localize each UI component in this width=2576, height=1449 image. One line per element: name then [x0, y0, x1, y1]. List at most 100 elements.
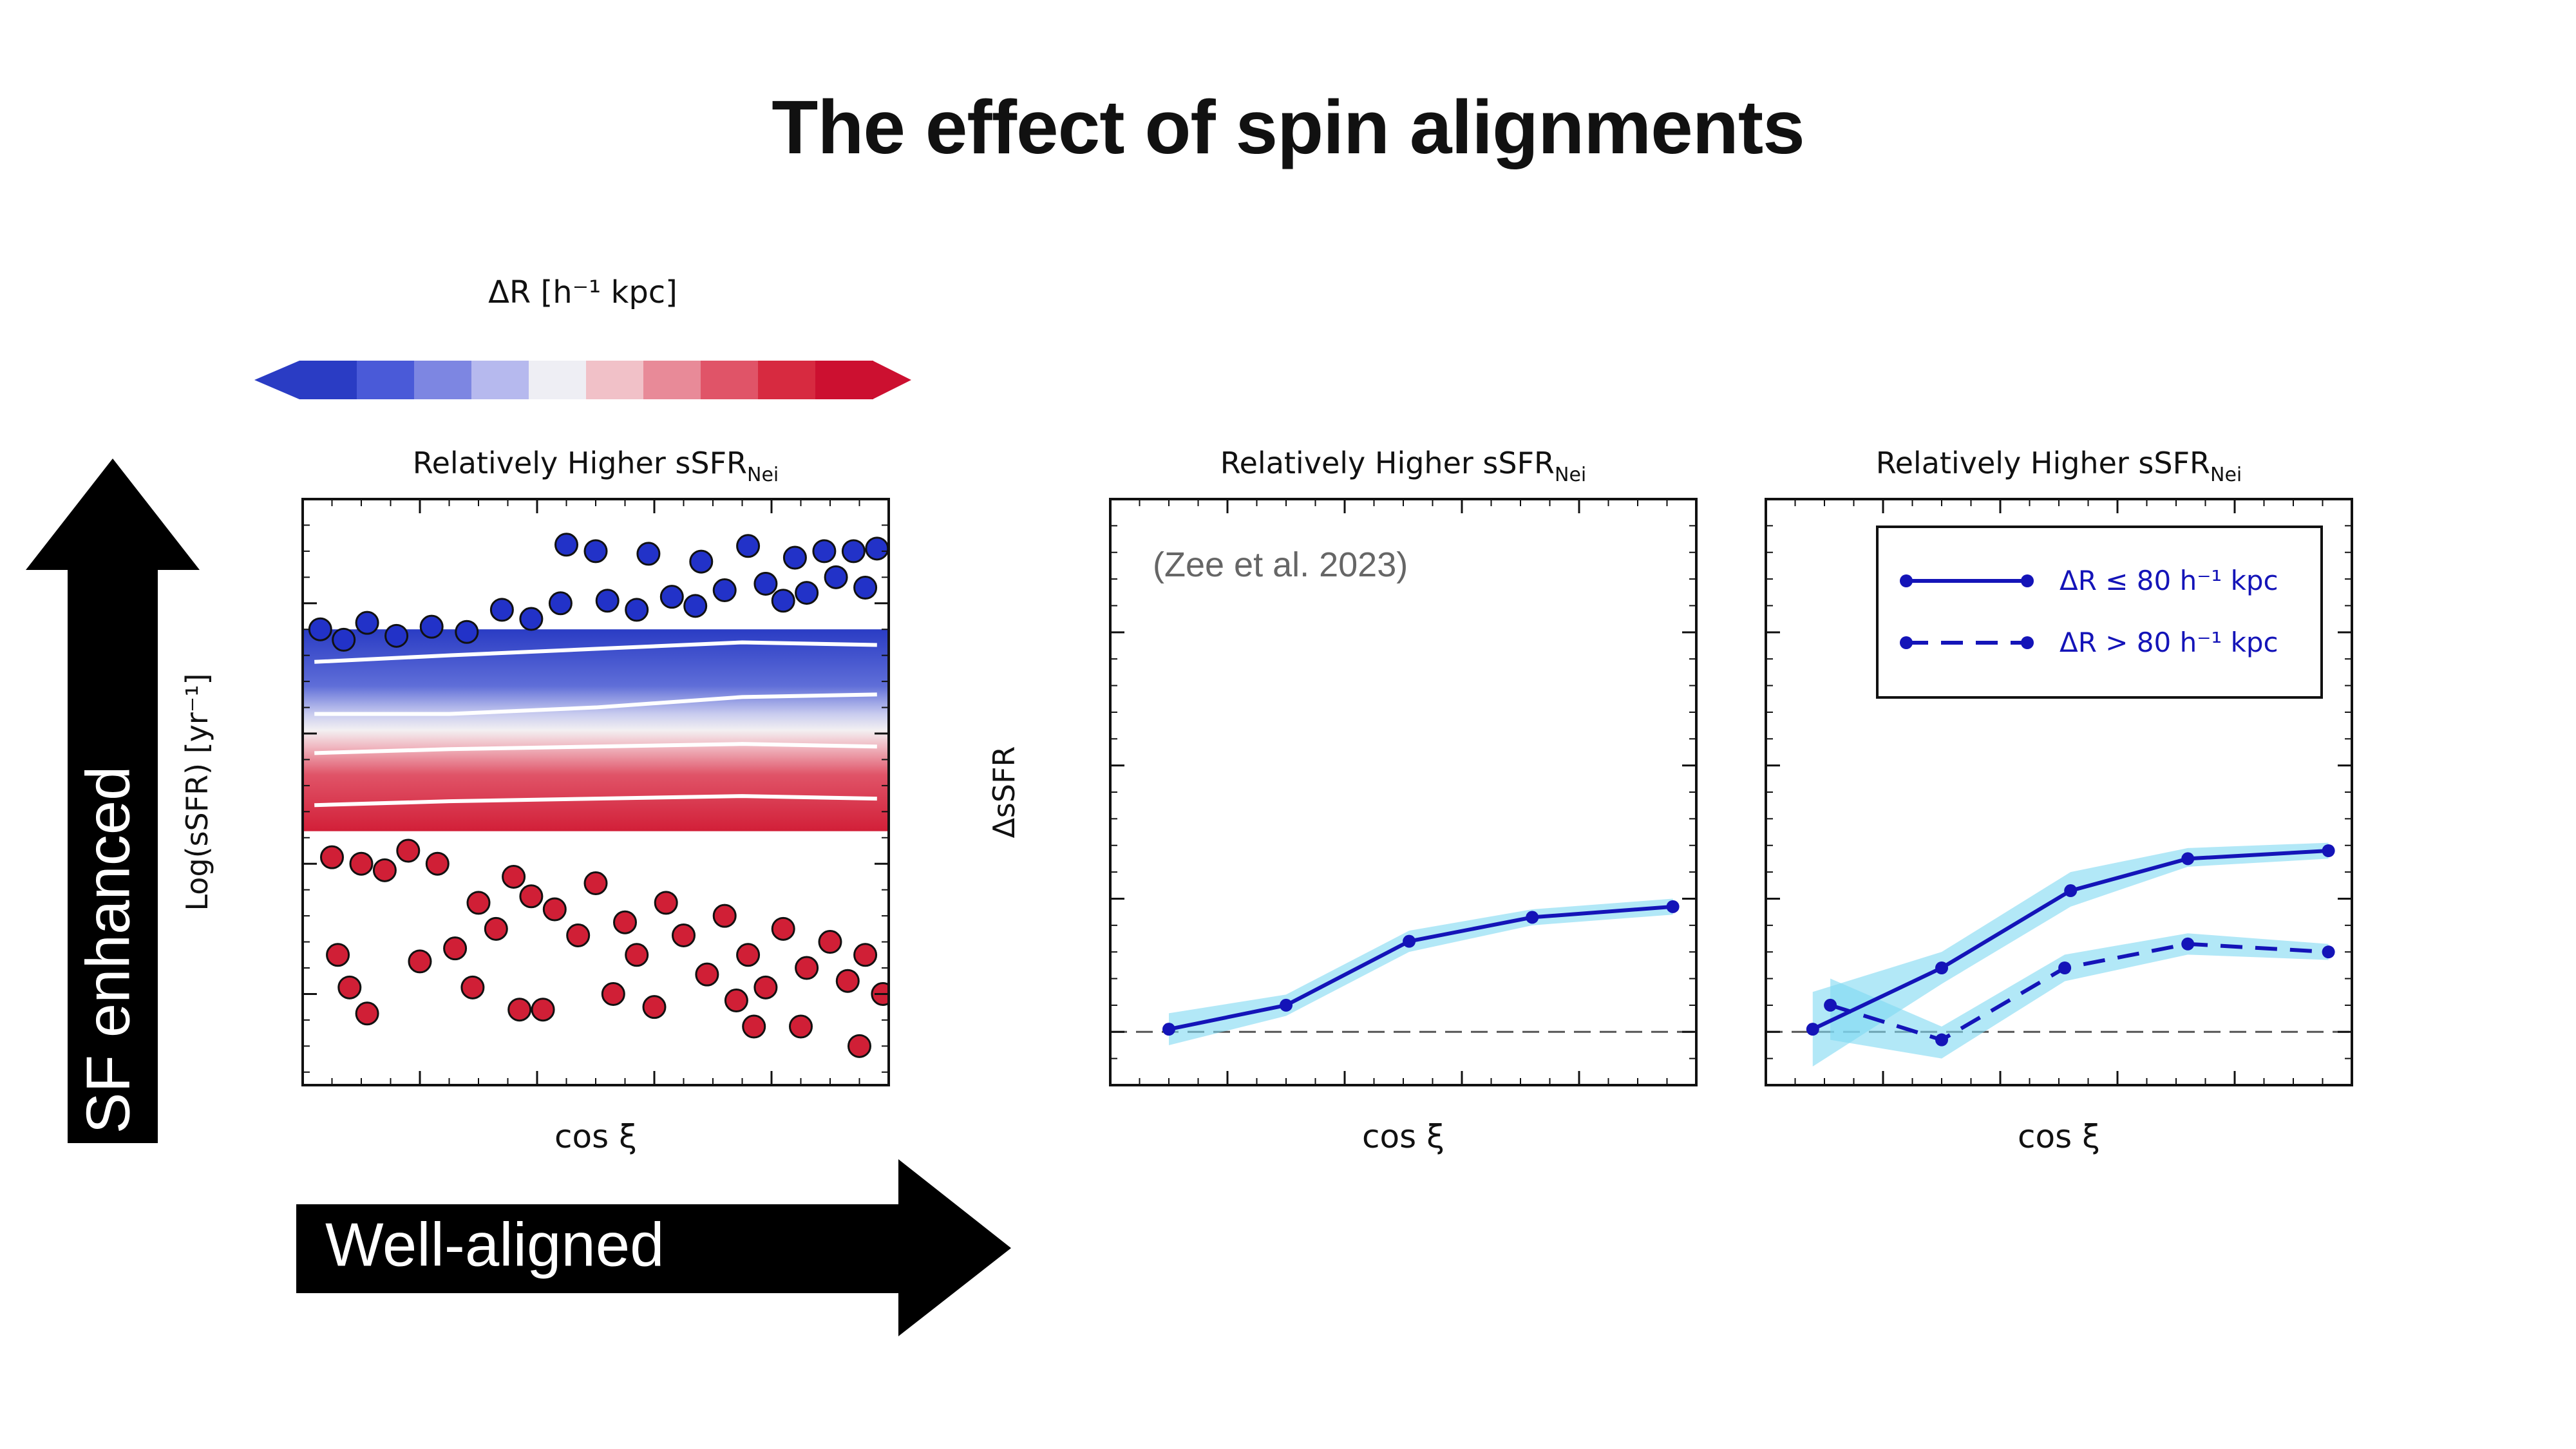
confidence-band [1169, 898, 1673, 1045]
panel-line-split-xlabel: cos ξ [2018, 1118, 2100, 1155]
scatter-point-low [771, 916, 795, 941]
data-point [1162, 1023, 1175, 1036]
scatter-point-high [712, 578, 737, 603]
scatter-point-low [519, 884, 544, 909]
data-point [1824, 998, 1837, 1012]
data-point [2322, 844, 2335, 857]
left-arrow: SF enhanced [26, 459, 200, 1143]
scatter-point-low [484, 916, 508, 941]
panel-line-reference-xlabel: cos ξ [1362, 1118, 1444, 1155]
scatter-point-low [795, 956, 819, 980]
scatter-point-low [396, 838, 421, 863]
panel-scatter-ylabel: Log(sSFR) [yr⁻¹] [180, 673, 214, 911]
scatter-point-high [659, 585, 684, 609]
panel-line-split-points [1806, 844, 2335, 1046]
scatter-point-low [566, 923, 591, 947]
scatter-point-high [455, 620, 479, 644]
scatter-point-low [460, 975, 485, 999]
scatter-point-low [613, 910, 637, 934]
scatter-point-high [332, 627, 356, 652]
scatter-point-low [320, 845, 344, 869]
scatter-point-high [683, 594, 708, 618]
scatter-trend-line [314, 794, 877, 808]
colorbar-segment [586, 361, 644, 399]
data-point [2181, 937, 2195, 951]
scatter-point-low [583, 871, 608, 896]
scatter-point-high [812, 539, 837, 564]
panel-line-reference-ylabel: ΔsSFR [987, 746, 1021, 838]
scatter-point-high [853, 576, 878, 600]
scatter-point-low [531, 998, 555, 1022]
panel-scatter-xlabel: cos ξ [554, 1118, 637, 1155]
colorbar-segment [299, 361, 357, 399]
scatter-point-high [824, 565, 848, 589]
legend: ΔR ≤ 80 h⁻¹ kpc ΔR > 80 h⁻¹ kpc [1876, 526, 2323, 699]
legend-solid-marker-left [1900, 574, 1913, 587]
colorbar-segment [643, 361, 701, 399]
colorbar-segment [357, 361, 415, 399]
scatter-point-low [326, 943, 350, 967]
data-point [1666, 900, 1680, 913]
legend-box [1876, 526, 2323, 699]
scatter-point-low [507, 998, 532, 1022]
data-point [2181, 852, 2195, 866]
data-point [1806, 1023, 1819, 1036]
panel-line-reference-title: Relatively Higher sSFRNei [1220, 446, 1587, 486]
colorbar: ΔR [h⁻¹ kpc] [254, 274, 911, 399]
scatter-point-low [466, 891, 491, 915]
bottom-arrow: Well-aligned [296, 1159, 1011, 1336]
scatter-point-low [742, 1014, 766, 1039]
colorbar-segment [815, 361, 873, 399]
scatter-point-high [548, 591, 573, 616]
scatter-point-high [583, 539, 608, 564]
data-point [2058, 961, 2072, 974]
legend-dashed-marker-left [1900, 636, 1913, 649]
panel-line-split-ticks [1765, 498, 2353, 1085]
scatter-trend-line [314, 640, 877, 664]
scatter-point-high [689, 549, 714, 574]
scatter-trend-lines [314, 640, 877, 808]
panel-line-split-title: Relatively Higher sSFRNei [1876, 446, 2242, 486]
data-point [1403, 934, 1416, 948]
scatter-point-low [789, 1014, 813, 1039]
scatter-point-low [349, 851, 374, 876]
scatter-point-high [625, 598, 649, 622]
scatter-point-low [724, 989, 748, 1013]
colorbar-segment [758, 361, 816, 399]
scatter-point-high [795, 581, 819, 605]
slide-title: The effect of spin alignments [772, 85, 1805, 170]
scatter-point-high [419, 614, 444, 639]
scatter-point-low [695, 962, 719, 987]
colorbar-segment [701, 361, 759, 399]
legend-label-near: ΔR ≤ 80 h⁻¹ kpc [2060, 565, 2278, 596]
scatter-point-low [736, 943, 761, 967]
legend-solid-marker-right [2021, 574, 2034, 587]
scatter-point-low [337, 975, 362, 999]
panel-line-split: Relatively Higher sSFRNei cos ξ ΔR ≤ 80 … [1765, 446, 2353, 1155]
scatter-point-low [625, 943, 649, 967]
scatter-point-high [771, 589, 795, 613]
colorbar-label: ΔR [h⁻¹ kpc] [488, 274, 677, 310]
scatter-point-low [654, 891, 678, 915]
scatter-point-high [519, 607, 544, 631]
scatter-point-low [712, 904, 737, 928]
citation-annotation: (Zee et al. 2023) [1153, 545, 1408, 584]
data-point [1935, 1033, 1948, 1046]
colorbar-segment [529, 361, 587, 399]
scatter-point-high [753, 571, 778, 596]
scatter-point-high [636, 542, 661, 566]
scatter-point-low [853, 943, 878, 967]
scatter-point-high [595, 589, 620, 613]
panel-line-reference: (Zee et al. 2023) Relatively Higher sSFR… [987, 446, 1698, 1155]
scatter-point-high [384, 623, 409, 648]
confidence-band [1830, 933, 2329, 1059]
colorbar-segment [471, 361, 529, 399]
panel-scatter-ticks [301, 498, 890, 1085]
scatter-point-high [841, 539, 866, 564]
scatter-point-low [672, 923, 696, 947]
scatter-point-low [642, 995, 667, 1019]
colorbar-extend-high [873, 361, 911, 399]
scatter-point-low [848, 1034, 871, 1058]
scatter-point-low [408, 949, 432, 974]
data-point [1935, 961, 1948, 974]
